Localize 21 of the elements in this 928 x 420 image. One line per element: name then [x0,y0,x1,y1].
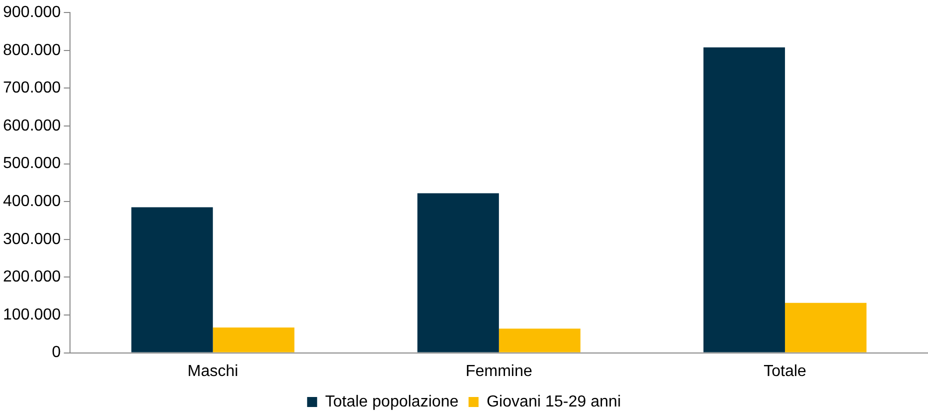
y-tick-label: 300.000 [2,230,61,248]
y-tick-label: 200.000 [2,268,61,286]
y-tick-label: 600.000 [2,117,61,134]
bar [784,302,866,352]
y-tick-label: 400.000 [2,193,61,210]
y-tick-label: 800.000 [2,42,61,59]
y-tick-label: 500.000 [2,155,61,172]
x-tick-label: Totale [764,362,806,380]
x-tick-label: Maschi [188,362,238,380]
bar [212,327,294,352]
bar [703,47,785,352]
bar [498,328,580,352]
legend-label: Giovani 15-29 anni [486,393,621,410]
bar [417,193,499,352]
y-tick-label: 0 [52,344,61,362]
bar [131,207,213,352]
x-tick-label: Femmine [466,362,532,380]
legend-label: Totale popolazione [325,393,459,410]
y-tick-label: 700.000 [2,80,61,97]
y-tick-label: 900.000 [2,4,61,22]
y-tick-label: 100.000 [2,306,61,324]
